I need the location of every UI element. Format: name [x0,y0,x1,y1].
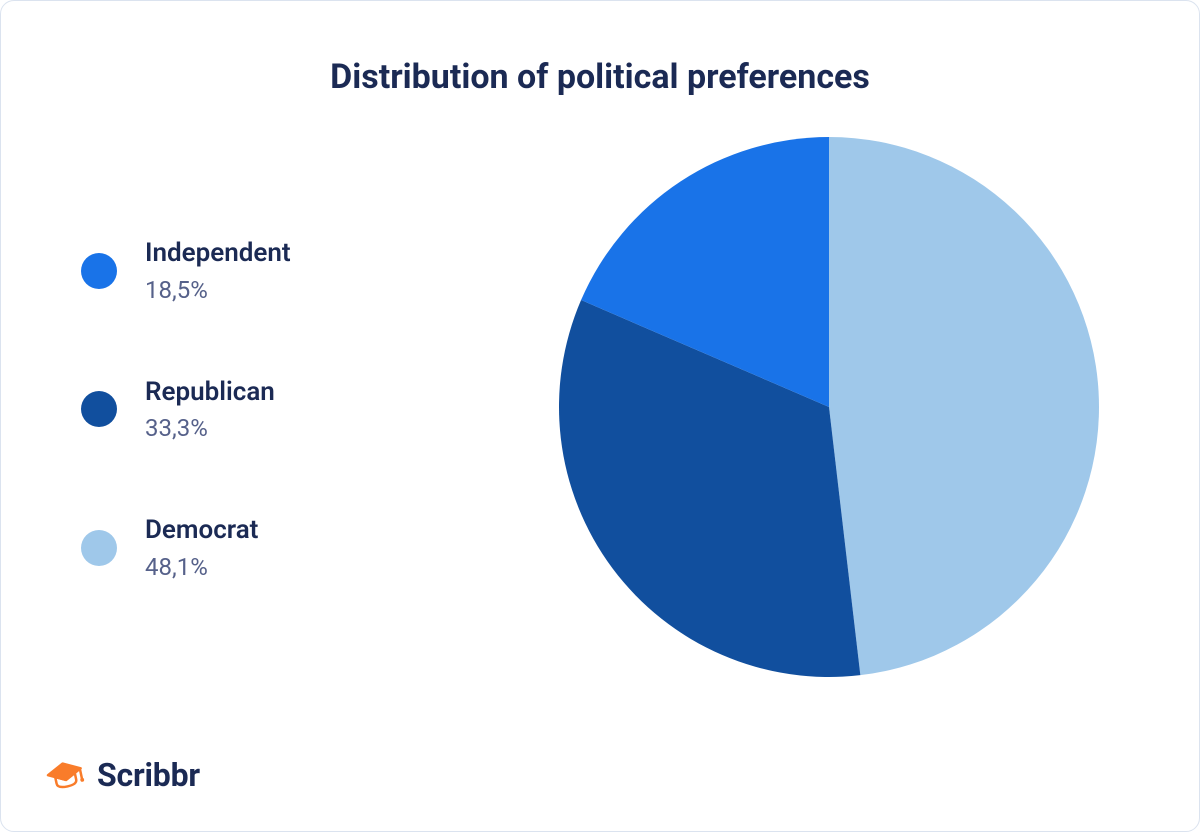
legend-label-republican: Republican [145,376,275,409]
brand-name: Scribbr [97,756,200,794]
legend-item-democrat: Democrat 48,1% [81,514,291,581]
graduation-cap-icon [45,755,85,795]
legend-text-democrat: Democrat 48,1% [145,514,258,581]
legend-item-republican: Republican 33,3% [81,376,291,443]
chart-content-row: Independent 18,5% Republican 33,3% Democrat 4… [61,137,1139,677]
brand-logo: Scribbr [45,755,200,795]
legend-value-democrat: 48,1% [145,553,258,581]
legend-label-independent: Independent [145,237,291,270]
legend-swatch-democrat [81,530,117,566]
legend-label-democrat: Democrat [145,514,258,547]
chart-card: Distribution of political preferences In… [0,0,1200,832]
chart-title: Distribution of political preferences [61,57,1139,97]
pie-legend: Independent 18,5% Republican 33,3% Democrat 4… [81,237,291,581]
legend-value-independent: 18,5% [145,276,291,304]
legend-text-republican: Republican 33,3% [145,376,275,443]
legend-item-independent: Independent 18,5% [81,237,291,304]
legend-value-republican: 33,3% [145,414,275,442]
legend-text-independent: Independent 18,5% [145,237,291,304]
pie-chart [559,137,1099,677]
legend-swatch-independent [81,253,117,289]
pie-slice-democrat [829,137,1099,675]
legend-swatch-republican [81,391,117,427]
pie-svg [559,137,1099,677]
